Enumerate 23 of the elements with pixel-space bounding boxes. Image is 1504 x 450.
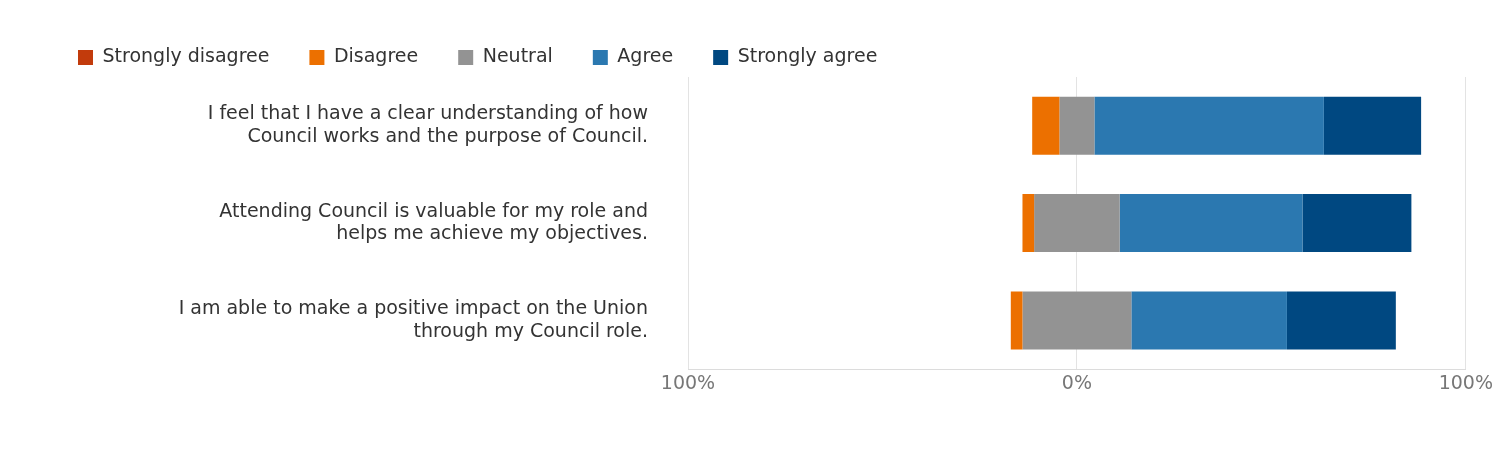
legend-label: Neutral <box>482 44 553 67</box>
legend-label: Strongly disagree <box>102 44 270 67</box>
y-tick-label: I feel that I have a clear understanding of how Council works and the purpose of Council. <box>207 101 648 147</box>
x-tick-label: 100% <box>1438 370 1493 393</box>
bar <box>1286 291 1396 350</box>
x-tick-label: 100% <box>660 370 716 393</box>
legend-label: Strongly agree <box>737 44 878 67</box>
bar <box>1323 96 1422 155</box>
bar <box>1022 291 1132 350</box>
bar <box>1119 194 1303 253</box>
bar <box>1010 291 1023 350</box>
bar <box>1302 194 1412 253</box>
y-tick-label: Attending Council is valuable for my role and helps me achieve my objectives. <box>213 198 648 244</box>
bar <box>1022 194 1035 253</box>
bar <box>1059 96 1095 155</box>
bar <box>1032 96 1060 155</box>
bar <box>1034 194 1120 253</box>
legend-label: Agree <box>617 44 674 67</box>
bar <box>1131 291 1287 350</box>
x-tick-label: 0% <box>1061 370 1092 393</box>
y-tick-label: I am able to make a positive impact on the Union through my Council role. <box>178 296 648 341</box>
bar <box>1094 96 1324 155</box>
legend-label: Disagree <box>333 44 419 67</box>
